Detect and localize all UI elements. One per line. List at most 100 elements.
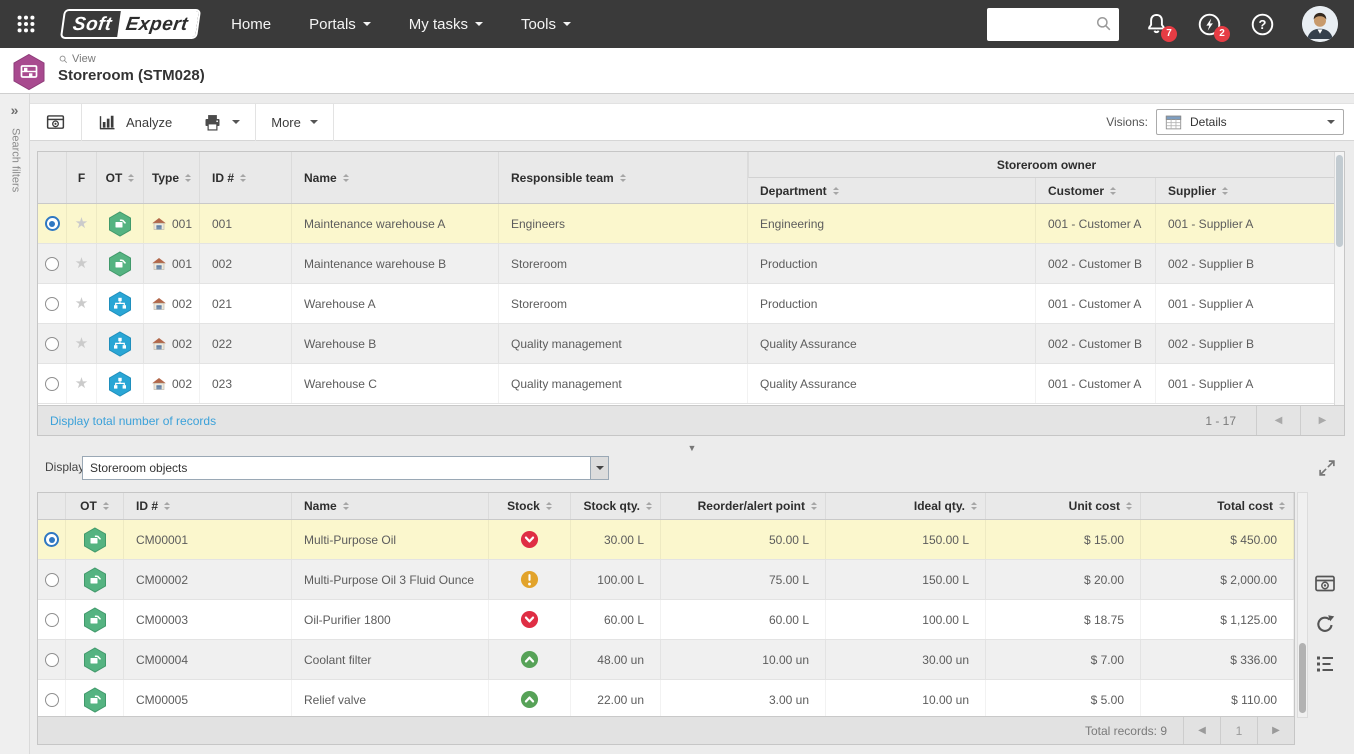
row-radio[interactable] [45, 376, 59, 391]
row-radio[interactable] [44, 612, 59, 627]
col-header-customer[interactable]: Customer [1036, 178, 1156, 203]
col-header-stock-qty[interactable]: Stock qty. [571, 493, 661, 519]
storeroom-row[interactable]: ★ 001 002 Maintenance warehouse B Storer… [38, 244, 1344, 284]
row-radio[interactable] [44, 692, 59, 707]
col-header-team[interactable]: Responsible team [499, 152, 748, 203]
col-header-reorder[interactable]: Reorder/alert point [661, 493, 826, 519]
previous-page-button[interactable]: ◀ [1183, 717, 1220, 744]
col-header-supplier[interactable]: Supplier [1156, 178, 1344, 203]
ot-icon-green [83, 567, 107, 593]
col-header-ot[interactable]: OT [97, 152, 144, 203]
sort-icon [342, 171, 349, 185]
toolbar-separator [332, 103, 334, 141]
object-row[interactable]: CM00004 Coolant filter 48.00 un 10.00 un… [38, 640, 1294, 680]
row-radio[interactable] [45, 256, 59, 271]
storeroom-supplier: 002 - Supplier B [1156, 244, 1344, 283]
scrollbar-thumb[interactable] [1299, 643, 1306, 713]
visions-control: Visions: Details [1106, 109, 1344, 135]
refresh-button[interactable] [1313, 612, 1337, 636]
panel-splitter[interactable]: ▼ [30, 438, 1354, 453]
storeroom-name: Warehouse B [292, 324, 499, 363]
col-header-ot[interactable]: OT [66, 493, 124, 519]
record-view-button[interactable] [30, 104, 81, 141]
object-row[interactable]: CM00005 Relief valve 22.00 un 3.00 un 10… [38, 680, 1294, 718]
object-id: CM00001 [124, 520, 292, 559]
row-radio-selected[interactable] [44, 216, 60, 231]
storeroom-row[interactable]: ★ 002 023 Warehouse C Quality management… [38, 364, 1344, 404]
favorite-star-icon[interactable]: ★ [74, 215, 89, 232]
ot-icon-green [83, 647, 107, 673]
row-radio[interactable] [44, 572, 59, 587]
previous-arrow-icon: ◀ [1198, 725, 1206, 736]
record-view-button[interactable] [1313, 572, 1337, 596]
display-select[interactable]: Storeroom objects [82, 456, 609, 480]
storeroom-row[interactable]: ★ 002 022 Warehouse B Quality management… [38, 324, 1344, 364]
search-filters-label: Search filters [9, 128, 22, 193]
objects-vertical-scrollbar[interactable] [1297, 492, 1308, 718]
storeroom-team: Storeroom [499, 284, 748, 323]
help-button[interactable] [1249, 11, 1276, 38]
menu-tools[interactable]: Tools [521, 16, 571, 33]
object-reorder-point: 75.00 L [661, 560, 826, 599]
global-search-input[interactable] [987, 7, 1119, 41]
object-row[interactable]: CM00003 Oil-Purifier 1800 60.00 L 60.00 … [38, 600, 1294, 640]
menu-portals[interactable]: Portals [309, 16, 371, 33]
menu-home[interactable]: Home [231, 15, 272, 33]
softexpert-logo[interactable]: Soft Expert [59, 9, 202, 39]
object-row[interactable]: CM00001 Multi-Purpose Oil 30.00 L 50.00 … [38, 520, 1294, 560]
search-filters-panel-toggle[interactable]: » Search filters [0, 94, 30, 754]
scrollbar-thumb[interactable] [1336, 155, 1343, 247]
global-search [987, 7, 1119, 41]
list-options-button[interactable] [1313, 652, 1337, 676]
storeroom-row[interactable]: ★ 001 001 Maintenance warehouse A Engine… [38, 204, 1344, 244]
col-header-ideal-qty[interactable]: Ideal qty. [826, 493, 986, 519]
col-header-favorite[interactable]: F [67, 152, 97, 203]
display-total-records-link[interactable]: Display total number of records [50, 413, 217, 428]
object-total-cost: $ 450.00 [1141, 520, 1294, 559]
next-page-button[interactable]: ▶ [1257, 717, 1294, 744]
ot-icon-green [108, 211, 132, 237]
current-page-button[interactable]: 1 [1220, 717, 1257, 744]
display-select-button[interactable] [590, 457, 608, 479]
row-radio[interactable] [45, 296, 59, 311]
col-header-stock[interactable]: Stock [489, 493, 571, 519]
previous-page-button[interactable]: ◀ [1256, 406, 1300, 435]
analyze-button[interactable]: Analyze [82, 104, 187, 141]
object-name: Multi-Purpose Oil 3 Fluid Ounce [292, 560, 489, 599]
apps-grid-button[interactable] [12, 10, 40, 38]
favorite-star-icon[interactable]: ★ [74, 375, 89, 392]
menu-my-tasks[interactable]: My tasks [409, 16, 483, 33]
print-button[interactable] [187, 104, 255, 141]
favorite-star-icon[interactable]: ★ [74, 335, 89, 352]
more-button[interactable]: More [256, 104, 333, 141]
sort-icon [971, 499, 977, 513]
radio-column-header [38, 152, 67, 203]
user-avatar[interactable] [1302, 6, 1338, 42]
favorite-star-icon[interactable]: ★ [74, 295, 89, 312]
favorite-star-icon[interactable]: ★ [74, 255, 89, 272]
col-header-name[interactable]: Name [292, 493, 489, 519]
storeroom-module-icon [12, 53, 46, 91]
pending-activities-button[interactable]: 2 [1196, 11, 1230, 42]
row-radio-selected[interactable] [44, 532, 59, 547]
col-header-id[interactable]: ID # [200, 152, 292, 203]
owner-subheaders: Department Customer Supplier [748, 178, 1344, 203]
col-header-id[interactable]: ID # [124, 493, 292, 519]
next-page-button[interactable]: ▶ [1300, 406, 1344, 435]
col-header-unit-cost[interactable]: Unit cost [986, 493, 1141, 519]
col-header-type[interactable]: Type [144, 152, 200, 203]
visions-select[interactable]: Details [1156, 109, 1344, 135]
storerooms-vertical-scrollbar[interactable] [1334, 152, 1344, 406]
col-header-name[interactable]: Name [292, 152, 499, 203]
chevron-down-icon [595, 465, 604, 474]
maximize-panel-button[interactable] [1316, 457, 1338, 479]
storeroom-customer: 001 - Customer A [1036, 204, 1156, 243]
row-radio[interactable] [44, 652, 59, 667]
col-header-department[interactable]: Department [748, 178, 1036, 203]
notifications-button[interactable]: 7 [1143, 11, 1177, 42]
col-header-total-cost[interactable]: Total cost [1141, 493, 1294, 519]
object-row[interactable]: CM00002 Multi-Purpose Oil 3 Fluid Ounce … [38, 560, 1294, 600]
object-id: CM00004 [124, 640, 292, 679]
row-radio[interactable] [45, 336, 59, 351]
storeroom-row[interactable]: ★ 002 021 Warehouse A Storeroom Producti… [38, 284, 1344, 324]
